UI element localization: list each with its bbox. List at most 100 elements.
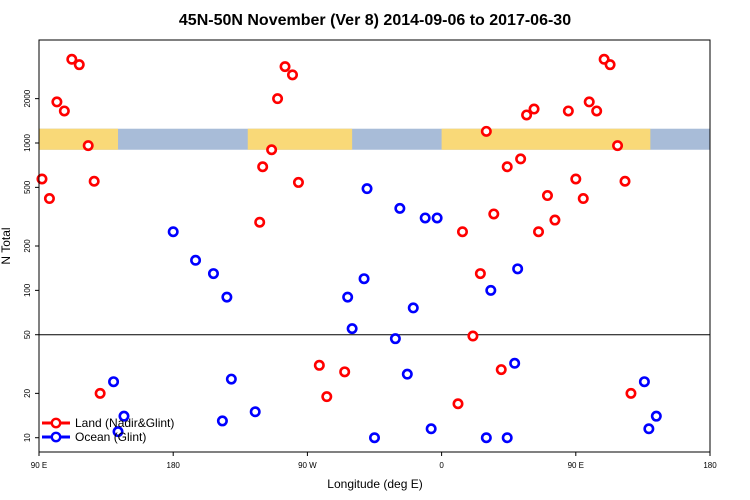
land-point [583, 96, 595, 108]
land-point [279, 61, 291, 73]
land-point [488, 208, 500, 220]
ocean-point [342, 291, 354, 303]
land-point [51, 96, 63, 108]
legend: Land (Nadir&Glint) Ocean (Glint) [42, 416, 174, 444]
legend-land-label: Land (Nadir&Glint) [75, 416, 174, 430]
y-axis-title: N Total [0, 227, 13, 264]
landmask-band [39, 128, 710, 150]
land-point [541, 190, 553, 202]
ocean-point [225, 373, 237, 385]
land-point [604, 59, 616, 71]
land-point [43, 193, 55, 205]
land-point [94, 387, 106, 399]
land-point [467, 330, 479, 342]
land-point [533, 226, 545, 238]
ocean-point [167, 226, 179, 238]
land-point [619, 175, 631, 187]
land-point [577, 193, 589, 205]
land-point [313, 359, 325, 371]
land-point [292, 176, 304, 188]
land-point [549, 214, 561, 226]
land-point [474, 268, 486, 280]
ocean-point [485, 284, 497, 296]
land-point [612, 140, 624, 152]
ocean-point [650, 410, 662, 422]
land-point [286, 69, 298, 81]
y-axis-ticks: 10 20 50 100 200 500 1000 2000 [23, 89, 39, 442]
ocean-point [361, 183, 373, 195]
ocean-point [643, 423, 655, 435]
x-tick-label: 180 [703, 461, 717, 470]
land-point [515, 153, 527, 165]
land-band-segment [441, 128, 651, 150]
land-point [266, 144, 278, 156]
x-axis-title: Longitude (deg E) [327, 477, 422, 491]
land-point [521, 109, 533, 121]
land-point [66, 53, 78, 65]
land-point [88, 175, 100, 187]
ocean-point [431, 212, 443, 224]
ocean-point [480, 432, 492, 444]
land-point [82, 140, 94, 152]
land-point [591, 105, 603, 117]
ocean-point [425, 423, 437, 435]
ocean-point [216, 415, 228, 427]
data-points [36, 53, 662, 444]
ocean-point [190, 254, 202, 266]
land-point [495, 364, 507, 376]
ocean-point [509, 357, 521, 369]
ocean-point [419, 212, 431, 224]
land-point [570, 173, 582, 185]
chart-title: 45N-50N November (Ver 8) 2014-09-06 to 2… [179, 12, 571, 29]
x-tick-label: 0 [439, 461, 444, 470]
land-band-segment [39, 128, 119, 150]
ocean-point [112, 426, 124, 438]
y-tick-label: 1000 [23, 134, 32, 152]
x-axis-ticks: 90 E 180 90 W 0 90 E 180 [31, 452, 717, 470]
land-point [528, 103, 540, 115]
land-point [452, 398, 464, 410]
land-point [36, 173, 48, 185]
y-tick-label: 20 [23, 388, 32, 397]
ocean-point [249, 406, 261, 418]
land-point [562, 105, 574, 117]
land-point [480, 125, 492, 137]
legend-land-marker [50, 417, 62, 429]
y-tick-label: 500 [23, 180, 32, 194]
ocean-point [118, 410, 130, 422]
ocean-point [512, 263, 524, 275]
land-point [73, 59, 85, 71]
y-tick-label: 10 [23, 433, 32, 442]
ocean-point [346, 323, 358, 335]
legend-item-land: Land (Nadir&Glint) [42, 416, 174, 430]
land-point [339, 366, 351, 378]
legend-ocean-marker [50, 431, 62, 443]
x-tick-label: 90 E [568, 461, 584, 470]
ocean-point [358, 273, 370, 285]
plot-frame [38, 39, 711, 453]
land-point [254, 216, 266, 228]
land-point [501, 161, 513, 173]
ocean-point [207, 268, 219, 280]
land-point [321, 391, 333, 403]
x-tick-label: 90 E [31, 461, 47, 470]
y-tick-label: 50 [23, 330, 32, 339]
land-point [272, 93, 284, 105]
y-tick-label: 100 [23, 283, 32, 297]
ocean-point [401, 368, 413, 380]
land-point [456, 226, 468, 238]
ocean-point [394, 202, 406, 214]
ocean-point [108, 376, 120, 388]
legend-ocean-label: Ocean (Glint) [75, 430, 146, 444]
legend-item-ocean: Ocean (Glint) [42, 430, 146, 444]
ocean-point [368, 432, 380, 444]
ocean-point [501, 432, 513, 444]
ocean-point [638, 376, 650, 388]
x-tick-label: 180 [167, 461, 181, 470]
y-tick-label: 2000 [23, 89, 32, 107]
land-point [58, 105, 70, 117]
ocean-point [407, 302, 419, 314]
land-point [625, 387, 637, 399]
ocean-point [389, 333, 401, 345]
